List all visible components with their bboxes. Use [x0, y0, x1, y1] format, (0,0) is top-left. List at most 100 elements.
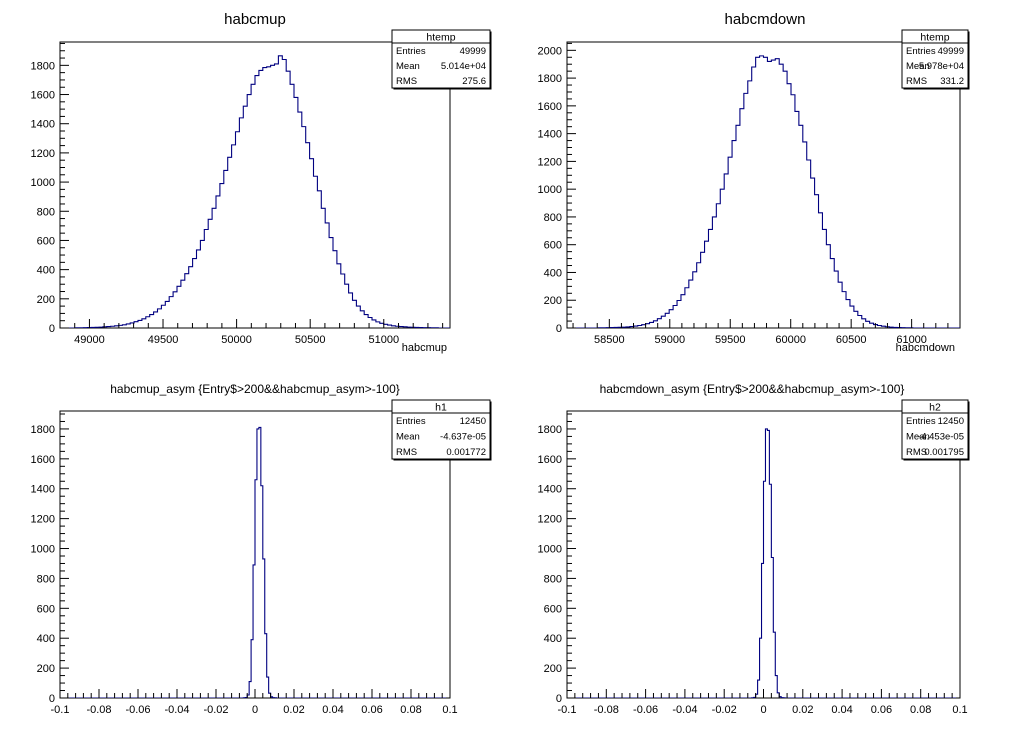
stats-row-label: RMS — [906, 447, 927, 458]
x-tick-label: 0.1 — [442, 704, 457, 716]
stats-row-label: RMS — [396, 447, 417, 458]
y-tick-label: 1200 — [538, 156, 562, 168]
stats-row-value: 331.2 — [940, 76, 964, 87]
x-tick-label: 0.02 — [283, 704, 304, 716]
stats-row-label: Entries — [396, 46, 426, 57]
stats-row-value: -4.453e-05 — [918, 432, 964, 443]
stats-row-label: RMS — [396, 76, 417, 87]
stats-row-label: Mean — [396, 432, 420, 443]
y-tick-label: 1000 — [31, 544, 55, 556]
stats-row-label: Mean — [396, 61, 420, 72]
stats-row-value: 0.001772 — [446, 447, 486, 458]
y-tick-label: 0 — [556, 323, 562, 335]
histogram-series — [567, 428, 957, 698]
y-tick-label: 1400 — [31, 484, 55, 496]
stats-box: h1 Entries 12450 Mean -4.637e-05 RMS 0.001772 — [391, 399, 492, 461]
histogram-series — [60, 55, 450, 328]
y-tick-label: 200 — [544, 295, 562, 307]
y-tick-label: 800 — [544, 212, 562, 224]
y-tick-label: 1600 — [31, 454, 55, 466]
stats-box-frame — [391, 399, 491, 460]
x-tick-label: 50500 — [295, 334, 326, 346]
x-tick-label: 51000 — [368, 334, 399, 346]
stats-row-value: -4.637e-05 — [440, 432, 486, 443]
y-tick-label: 1600 — [538, 454, 562, 466]
x-axis-label: habcmup — [402, 342, 447, 354]
y-tick-label: 800 — [37, 573, 55, 585]
stats-row-label: Entries — [906, 46, 936, 57]
y-tick-label: 600 — [37, 603, 55, 615]
y-tick-label: 1400 — [31, 119, 55, 131]
stats-row-label: Mean — [906, 432, 930, 443]
stats-box-name: htemp — [920, 32, 949, 44]
stats-row-label: Mean — [906, 61, 930, 72]
y-tick-label: 800 — [37, 206, 55, 218]
x-tick-label: 0.04 — [322, 704, 343, 716]
x-tick-label: -0.1 — [51, 704, 70, 716]
y-tick-label: 1400 — [538, 129, 562, 141]
x-tick-label: 50000 — [221, 334, 252, 346]
x-tick-label: -0.08 — [86, 704, 111, 716]
histogram-series — [60, 426, 447, 698]
x-tick-label: 0 — [252, 704, 258, 716]
y-tick-label: 1000 — [31, 177, 55, 189]
y-tick-label: 800 — [544, 573, 562, 585]
x-tick-label: 0.06 — [361, 704, 382, 716]
y-tick-label: 1400 — [538, 484, 562, 496]
plot-frame — [59, 41, 451, 329]
y-tick-label: 200 — [544, 663, 562, 675]
y-tick-label: 200 — [37, 294, 55, 306]
histogram-panel-3: habcmup_asym {Entry$>200&&habcmup_asym>-… — [31, 382, 492, 716]
y-tick-label: 2000 — [538, 45, 562, 57]
stats-box-frame — [901, 29, 969, 89]
y-tick-label: 600 — [37, 235, 55, 247]
stats-box-name: htemp — [426, 32, 455, 44]
chart-title: habcmdown — [725, 11, 806, 28]
stats-row-value: 275.6 — [462, 76, 486, 87]
stats-row-value: 49999 — [938, 46, 964, 57]
y-tick-label: 0 — [556, 693, 562, 705]
stats-box-name: h1 — [435, 402, 447, 414]
stats-row-value: 12450 — [938, 416, 964, 427]
y-tick-label: 1200 — [31, 514, 55, 526]
x-tick-label: 0.08 — [910, 704, 931, 716]
y-tick-label: 1800 — [31, 60, 55, 72]
x-tick-label: -0.02 — [712, 704, 737, 716]
x-tick-label: 59000 — [654, 334, 685, 346]
y-tick-label: 1800 — [31, 424, 55, 436]
y-tick-label: 1800 — [538, 73, 562, 85]
stats-row-value: 0.001795 — [924, 447, 964, 458]
y-tick-label: 1600 — [31, 90, 55, 102]
x-tick-label: -0.1 — [558, 704, 577, 716]
stats-row-label: RMS — [906, 76, 927, 87]
y-tick-label: 600 — [544, 240, 562, 252]
y-tick-label: 0 — [49, 693, 55, 705]
y-tick-label: 1000 — [538, 544, 562, 556]
y-tick-label: 1800 — [538, 424, 562, 436]
y-tick-label: 400 — [37, 633, 55, 645]
x-tick-label: -0.02 — [203, 704, 228, 716]
chart-title: habcmdown_asym {Entry$>200&&habcmup_asym… — [600, 382, 905, 396]
y-tick-label: 400 — [544, 267, 562, 279]
x-tick-label: -0.06 — [125, 704, 150, 716]
stats-row-label: Entries — [906, 416, 936, 427]
y-tick-label: 1200 — [31, 148, 55, 160]
x-tick-label: -0.08 — [594, 704, 619, 716]
x-tick-label: 0.1 — [952, 704, 967, 716]
y-tick-label: 600 — [544, 603, 562, 615]
x-tick-label: 60000 — [775, 334, 806, 346]
x-tick-label: 0 — [760, 704, 766, 716]
chart-title: habcmup — [224, 11, 286, 28]
histogram-panel-2: habcmdown 58500 59000 59500 60000 60500 61000 0… — [538, 11, 970, 354]
x-tick-label: 60500 — [836, 334, 867, 346]
x-tick-label: -0.04 — [164, 704, 189, 716]
x-tick-label: 0.02 — [792, 704, 813, 716]
histogram-panel-1: habcmup 49000 49500 50000 50500 51000 0 200 400 6… — [31, 11, 492, 354]
x-tick-label: 58500 — [594, 334, 625, 346]
stats-row-label: Entries — [396, 416, 426, 427]
